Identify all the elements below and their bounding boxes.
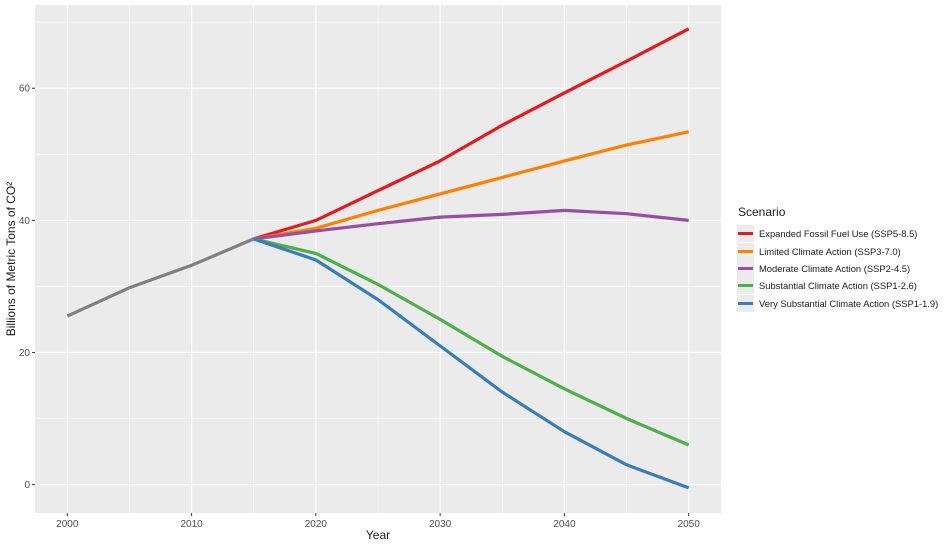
legend-swatch <box>738 232 753 236</box>
y-tick-label: 0 <box>24 480 30 491</box>
legend-item-limited-climate-action-ssp3-7-0: Limited Climate Action (SSP3-7.0) <box>737 242 947 260</box>
legend-key <box>737 242 754 260</box>
legend-item-moderate-climate-action-ssp2-4-5: Moderate Climate Action (SSP2-4.5) <box>737 259 947 277</box>
legend-item-expanded-fossil-fuel-use-ssp5-8-5: Expanded Fossil Fuel Use (SSP5-8.5) <box>737 225 947 243</box>
legend-item-substantial-climate-action-ssp1-2-6: Substantial Climate Action (SSP1-2.6) <box>737 277 947 295</box>
x-tick-label: 2040 <box>553 519 576 530</box>
series-line-historical <box>66 237 255 318</box>
legend-title: Scenario <box>738 205 786 219</box>
series-line-substantial-climate-action-ssp1-2-6 <box>253 237 690 447</box>
legend-swatch <box>738 266 753 270</box>
y-tick-label: 40 <box>19 216 31 227</box>
y-tick-label: 20 <box>19 348 31 359</box>
legend-swatch <box>738 284 753 288</box>
legend-label: Expanded Fossil Fuel Use (SSP5-8.5) <box>759 228 918 240</box>
legend-label: Moderate Climate Action (SSP2-4.5) <box>759 262 911 274</box>
grid-minor <box>35 5 721 513</box>
series-layer <box>66 27 690 490</box>
series-line-limited-climate-action-ssp3-7-0 <box>253 130 690 241</box>
legend-swatch <box>738 301 753 305</box>
y-axis: 0 20 40 60 <box>19 84 35 491</box>
legend-key <box>737 277 754 295</box>
x-tick-label: 2010 <box>180 519 203 530</box>
legend-key <box>737 259 754 277</box>
legend-label: Limited Climate Action (SSP3-7.0) <box>759 245 901 257</box>
legend-key <box>737 225 754 243</box>
legend-key <box>737 294 754 312</box>
legend: Scenario Expanded Fossil Fuel Use (SSP5-… <box>737 205 947 312</box>
x-tick-label: 2030 <box>429 519 452 530</box>
legend-label: Substantial Climate Action (SSP1-2.6) <box>759 280 917 292</box>
x-tick-label: 2000 <box>56 519 79 530</box>
legend-item-very-substantial-climate-action-ssp1-1-9: Very Substantial Climate Action (SSP1-1.… <box>737 294 947 312</box>
series-line-very-substantial-climate-action-ssp1-1-9 <box>253 237 690 490</box>
y-tick-label: 60 <box>19 84 31 95</box>
series-line-expanded-fossil-fuel-use-ssp5-8-5 <box>253 27 690 241</box>
x-tick-label: 2050 <box>678 519 701 530</box>
x-axis-title: Year <box>366 528 390 542</box>
y-axis-title: Billions of Metric Tons of CO² <box>4 182 18 337</box>
legend-items: Expanded Fossil Fuel Use (SSP5-8.5) Limit… <box>737 225 947 312</box>
grid-major <box>35 5 721 513</box>
series-line-moderate-climate-action-ssp2-4-5 <box>253 208 689 241</box>
x-axis: 2000 2010 2020 2030 2040 2050 <box>56 513 700 530</box>
x-tick-label: 2020 <box>305 519 328 530</box>
legend-swatch <box>738 249 753 253</box>
legend-label: Very Substantial Climate Action (SSP1-1.… <box>759 297 939 309</box>
